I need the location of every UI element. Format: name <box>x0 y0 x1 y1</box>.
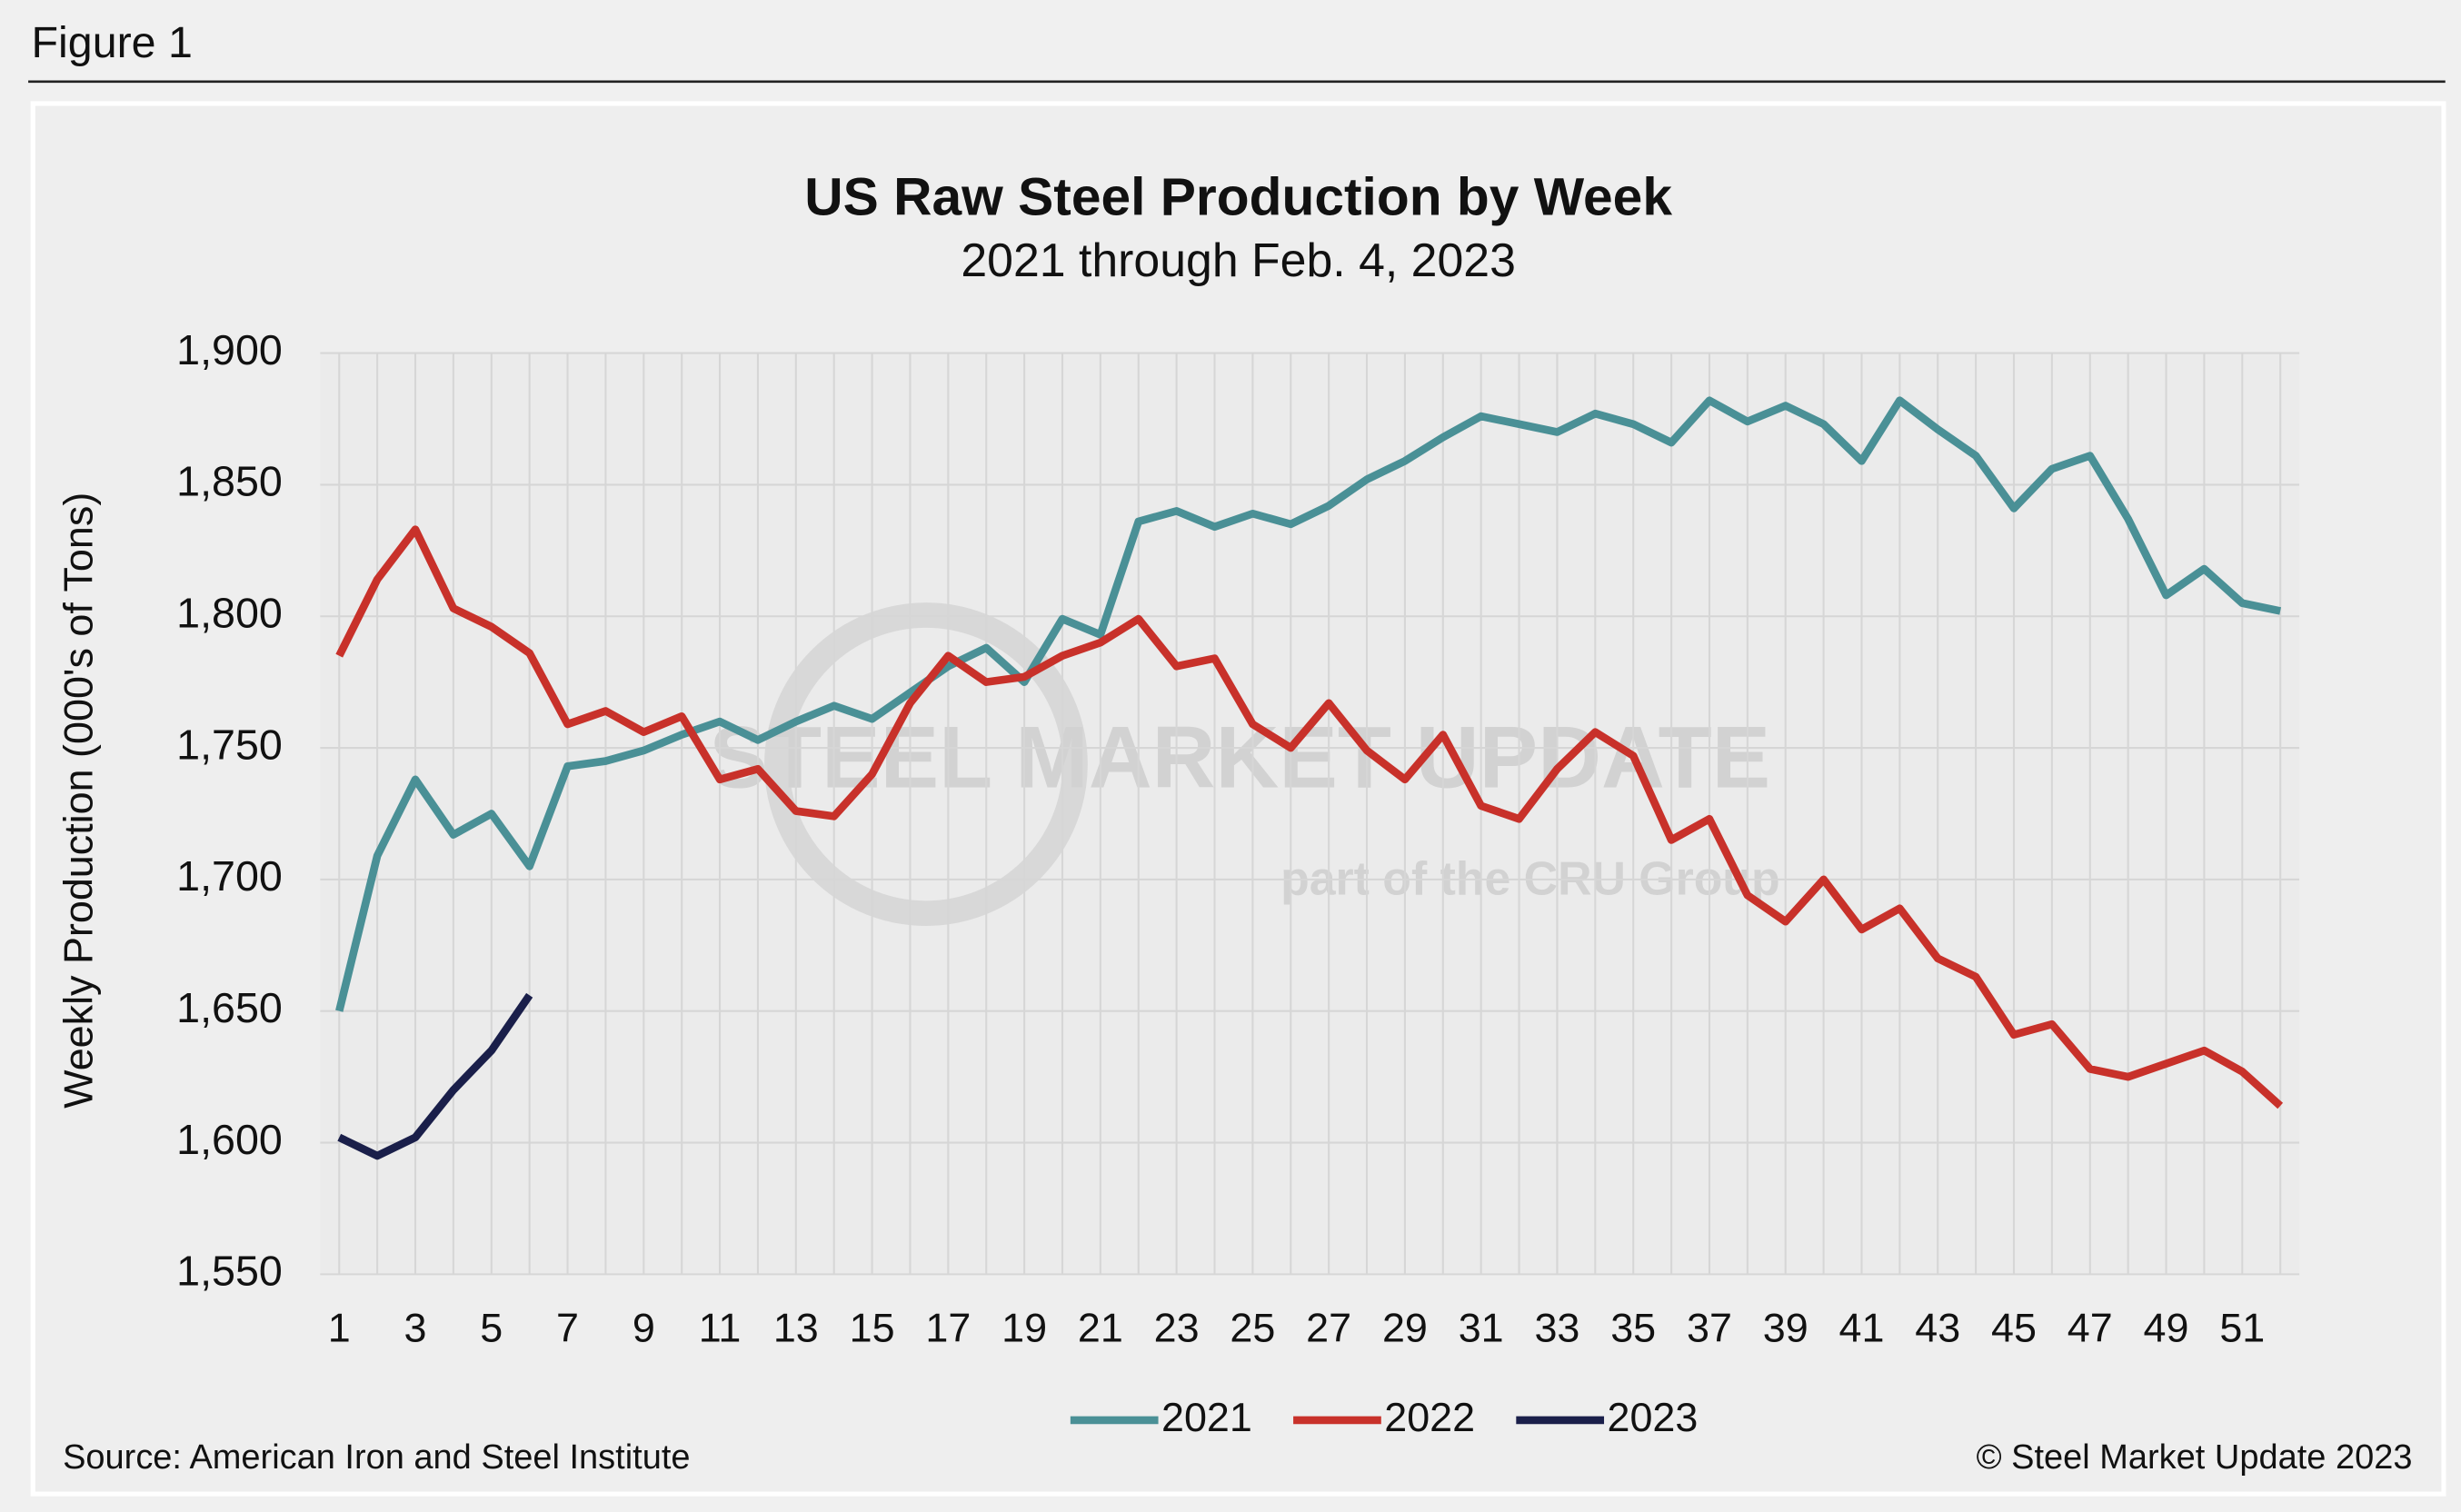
y-tick-label: 1,550 <box>176 1248 283 1295</box>
line-series <box>337 992 533 1160</box>
x-tick-label: 51 <box>2219 1304 2265 1350</box>
plot: 1,550 1,600 1,650 1,700 1,750 1,800 1,850 1,900… <box>176 326 2300 1440</box>
y-tick-label: 1,850 <box>176 458 283 505</box>
x-tick-label: 31 <box>1459 1304 1504 1350</box>
x-tick-label: 11 <box>699 1304 742 1350</box>
legend-label: 2022 <box>1384 1394 1475 1440</box>
x-tick-label: 33 <box>1534 1304 1579 1350</box>
x-tick-label: 15 <box>850 1304 895 1350</box>
x-tick-label: 49 <box>2144 1304 2189 1350</box>
x-tick-label: 37 <box>1687 1304 1732 1350</box>
x-tick-label: 43 <box>1915 1304 1960 1350</box>
line-series <box>335 525 2284 1109</box>
x-tick-label: 9 <box>633 1304 655 1350</box>
y-tick-label: 1,800 <box>176 590 283 637</box>
y-axis-label: Weekly Production (000's of Tons) <box>55 492 102 1109</box>
x-tick-label: 47 <box>2067 1304 2113 1350</box>
y-tick-label: 1,700 <box>176 852 283 900</box>
source: Source: American Iron and Steel Institut… <box>63 1438 690 1477</box>
x-tick-label: 25 <box>1230 1304 1275 1350</box>
x-tick-label: 45 <box>1991 1304 2037 1350</box>
chart-title: US Raw Steel Production by Week <box>804 168 1672 227</box>
y-tick-label: 1,750 <box>176 721 283 768</box>
line-series <box>335 396 2282 1012</box>
x-tick-label: 35 <box>1610 1304 1656 1350</box>
legend-label: 2023 <box>1607 1394 1698 1440</box>
x-tick-label: 7 <box>556 1304 579 1350</box>
x-tick-label: 13 <box>773 1304 819 1350</box>
figure-label: Figure 1 <box>32 18 193 67</box>
x-tick-label: 27 <box>1306 1304 1351 1350</box>
x-tick-label: 5 <box>480 1304 503 1350</box>
x-tick-label: 41 <box>1839 1304 1885 1350</box>
x-tick-label: 23 <box>1154 1304 1200 1350</box>
y-tick-label: 1,600 <box>176 1116 283 1163</box>
plot-area <box>320 353 2300 1275</box>
x-tick-label: 3 <box>404 1304 427 1350</box>
x-tick-label: 19 <box>1001 1304 1047 1350</box>
legend-label: 2021 <box>1161 1394 1252 1440</box>
x-tick-label: 1 <box>328 1304 351 1350</box>
watermark-logo <box>764 602 1088 926</box>
y-tick-label: 1,900 <box>176 326 283 373</box>
watermark: STEEL MARKET UPDATE <box>710 709 1771 807</box>
watermark: part of the CRU Group <box>1280 851 1780 904</box>
x-tick-label: 21 <box>1078 1304 1123 1350</box>
x-tick-label: 39 <box>1763 1304 1808 1350</box>
y-tick-label: 1,650 <box>176 984 283 1031</box>
chart-subtitle: 2021 through Feb. 4, 2023 <box>961 234 1516 286</box>
copyright: © Steel Market Update 2023 <box>1977 1438 2413 1477</box>
x-tick-label: 29 <box>1382 1304 1428 1350</box>
x-tick-label: 17 <box>925 1304 971 1350</box>
